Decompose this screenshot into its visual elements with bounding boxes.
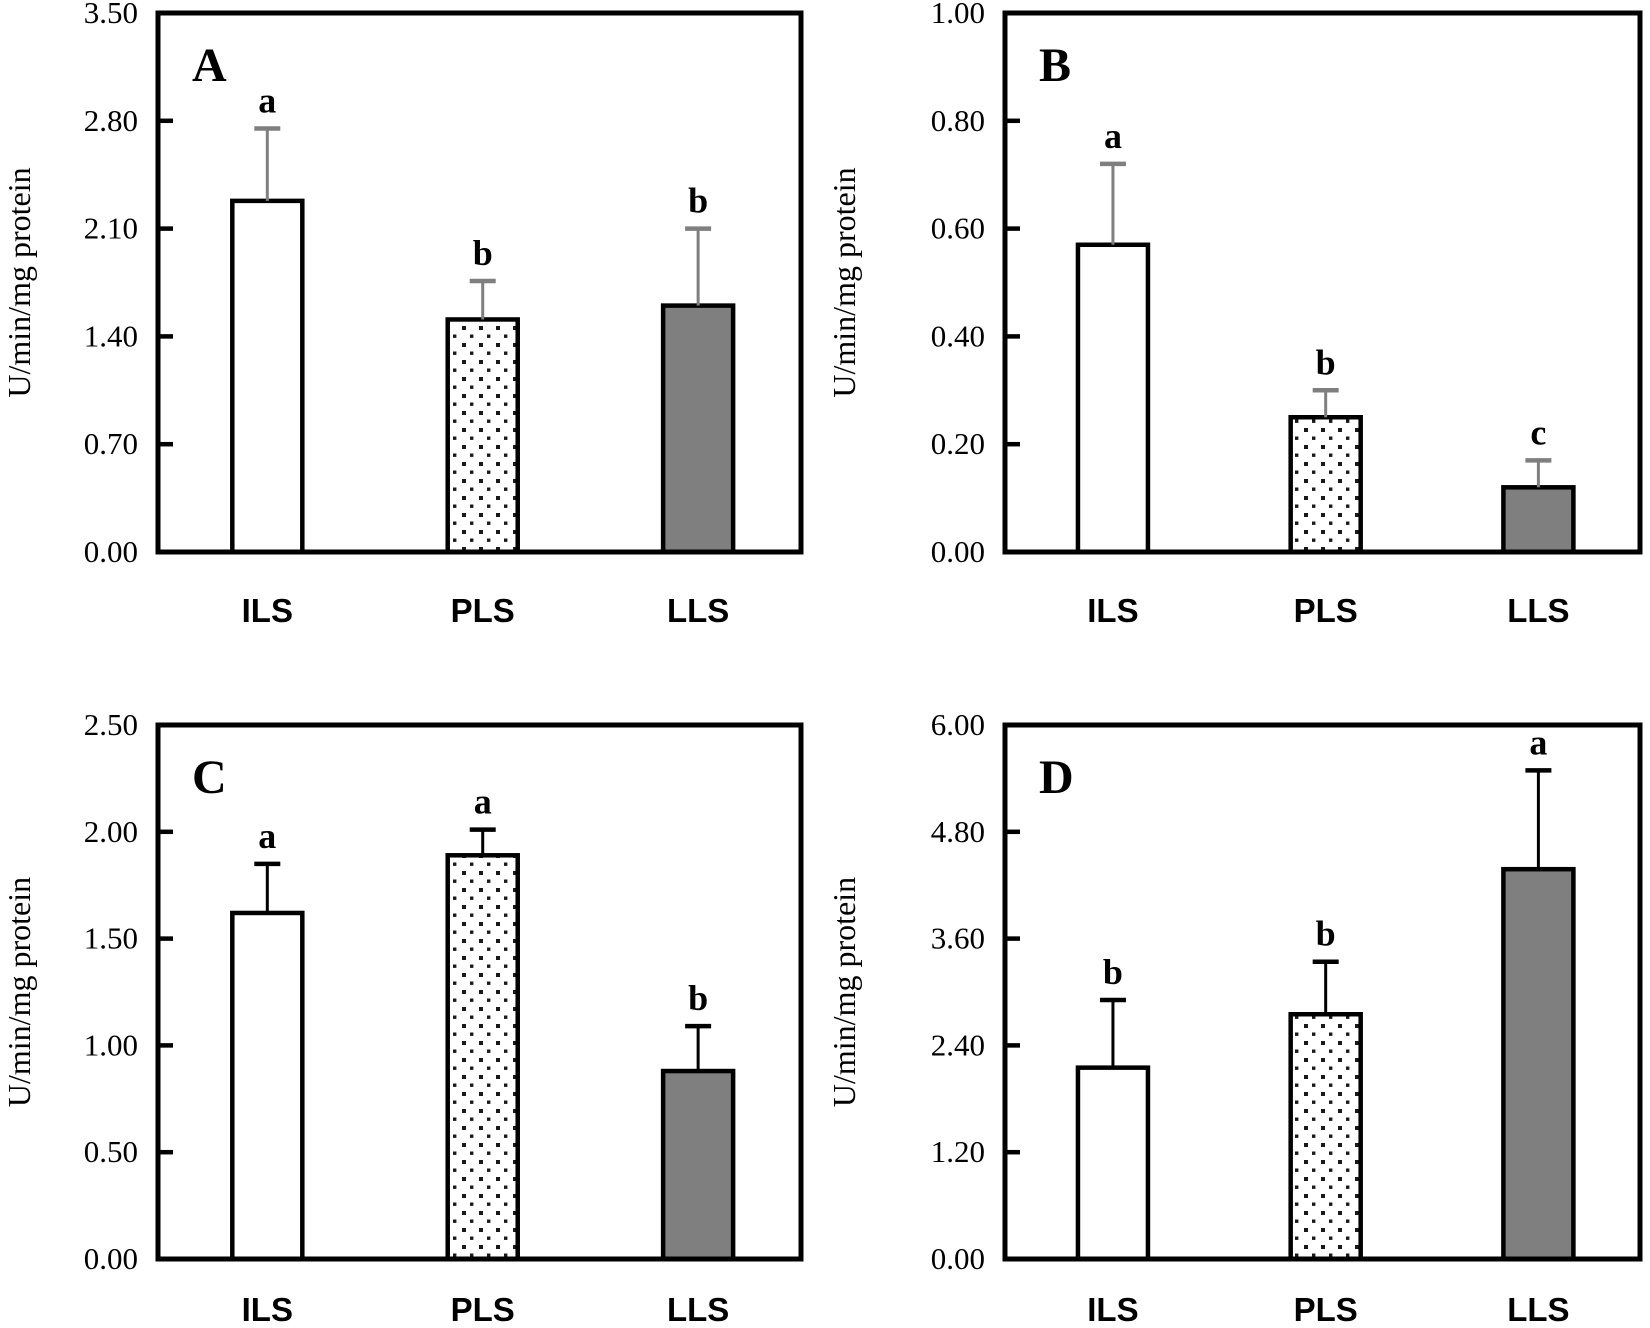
x-tick-label-pls: PLS — [451, 1291, 515, 1328]
x-tick-label-lls: LLS — [1507, 1291, 1569, 1328]
significance-letter: a — [1529, 722, 1547, 762]
significance-letter: a — [474, 782, 492, 822]
significance-letter: a — [258, 81, 276, 121]
bar-lls — [1501, 866, 1576, 1262]
y-tick-label: 0.20 — [931, 426, 985, 461]
panel-letter: D — [1039, 751, 1074, 804]
y-axis-title: U/min/mg protein — [826, 167, 862, 397]
significance-letter: b — [1316, 914, 1336, 954]
y-axis-title: U/min/mg protein — [1, 167, 37, 397]
y-tick-label: 0.00 — [931, 534, 985, 569]
y-tick-label: 3.50 — [84, 0, 138, 30]
x-tick-label-ils: ILS — [1087, 1291, 1138, 1328]
bar-pls — [445, 853, 520, 1262]
bar-pls — [1288, 1012, 1363, 1262]
x-tick-label-lls: LLS — [667, 1291, 729, 1328]
panel-letter: B — [1039, 39, 1071, 92]
y-tick-label: 4.80 — [931, 814, 985, 849]
bar-ils — [1075, 242, 1151, 555]
y-tick-label: 1.00 — [931, 0, 985, 30]
significance-letter: b — [1316, 342, 1336, 382]
y-tick-label: 1.20 — [931, 1134, 985, 1169]
y-axis-title: U/min/mg protein — [826, 877, 862, 1107]
plot-frame — [155, 722, 804, 1262]
chart-panel-d: b ILS b PLS a LLS 0.00 1.20 2.40 3.60 4.80 6.00 U/mi… — [826, 707, 1643, 1328]
plot-frame — [155, 10, 804, 555]
x-tick-label-pls: PLS — [1294, 592, 1358, 629]
chart-panel-b: a ILS b PLS c LLS 0.00 0.20 0.40 0.60 0.80 1.00 U/mi… — [826, 0, 1643, 629]
bar-pls — [445, 317, 520, 555]
y-tick-label: 0.80 — [931, 103, 985, 138]
significance-letter: b — [688, 181, 708, 221]
bar-pls — [1288, 415, 1363, 555]
y-axis-title: U/min/mg protein — [1, 877, 37, 1107]
x-tick-label-ils: ILS — [242, 1291, 293, 1328]
plot-frame — [1002, 10, 1643, 555]
x-tick-label-pls: PLS — [1294, 1291, 1358, 1328]
significance-letter: a — [1104, 116, 1122, 156]
y-tick-label: 1.00 — [84, 1027, 138, 1062]
y-tick-label: 0.00 — [931, 1241, 985, 1276]
panel-letter: A — [192, 39, 227, 92]
chart-panel-c: a ILS a PLS b LLS 0.00 0.50 1.00 1.50 2.00 2.50 U/mi… — [1, 707, 804, 1328]
significance-letter: c — [1530, 412, 1546, 452]
significance-letter: b — [688, 978, 708, 1018]
significance-letter: a — [258, 816, 276, 856]
plot-frame — [1002, 722, 1643, 1262]
significance-letter: b — [1103, 952, 1123, 992]
y-tick-label: 1.40 — [84, 318, 138, 353]
x-tick-label-lls: LLS — [1507, 592, 1569, 629]
bar-lls — [660, 1068, 736, 1262]
bar-ils — [1075, 1065, 1151, 1262]
x-tick-label-ils: ILS — [242, 592, 293, 629]
y-tick-label: 0.00 — [84, 534, 138, 569]
y-tick-label: 1.50 — [84, 921, 138, 956]
panel-letter: C — [192, 751, 227, 804]
y-tick-label: 3.60 — [931, 921, 985, 956]
y-tick-label: 0.40 — [931, 318, 985, 353]
y-tick-label: 2.80 — [84, 103, 138, 138]
y-tick-label: 0.00 — [84, 1241, 138, 1276]
x-tick-label-ils: ILS — [1087, 592, 1138, 629]
y-tick-label: 6.00 — [931, 707, 985, 742]
chart-panel-a: a ILS b PLS b LLS 0.00 0.70 1.40 2.10 2.80 3.50 U/mi… — [1, 0, 804, 629]
y-tick-label: 2.40 — [931, 1027, 985, 1062]
bar-lls — [1501, 485, 1576, 555]
significance-letter: b — [473, 233, 493, 273]
bar-ils — [230, 198, 305, 555]
bar-ils — [230, 910, 305, 1262]
x-tick-label-pls: PLS — [451, 592, 515, 629]
bar-lls — [660, 303, 736, 555]
y-tick-label: 2.00 — [84, 814, 138, 849]
y-tick-label: 0.60 — [931, 211, 985, 246]
y-tick-label: 2.50 — [84, 707, 138, 742]
y-tick-label: 0.50 — [84, 1134, 138, 1169]
y-tick-label: 0.70 — [84, 426, 138, 461]
x-tick-label-lls: LLS — [667, 592, 729, 629]
y-tick-label: 2.10 — [84, 211, 138, 246]
